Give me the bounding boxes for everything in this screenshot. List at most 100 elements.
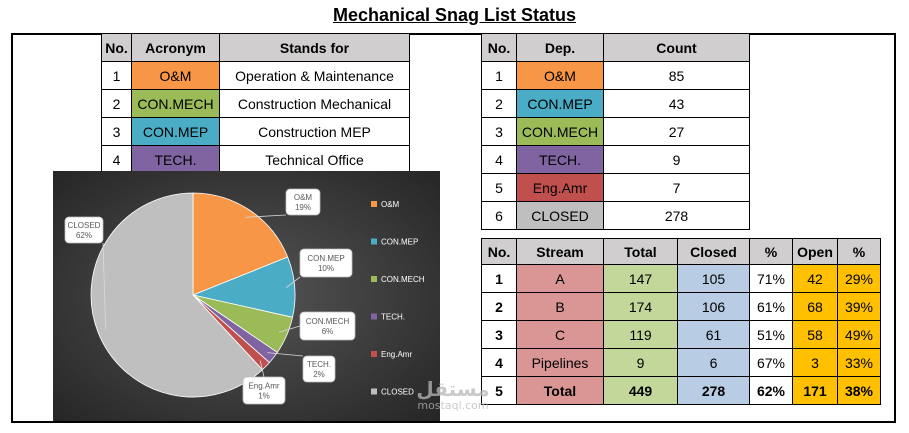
stream-cell: B xyxy=(516,292,604,321)
row-no: 4 xyxy=(481,348,517,377)
closed-cell: 105 xyxy=(677,264,750,293)
closed-cell: 6 xyxy=(677,348,750,377)
dep-cell: O&M xyxy=(516,61,604,90)
dep-cell: CON.MECH xyxy=(516,117,604,146)
page-title: Mechanical Snag List Status xyxy=(332,5,577,25)
legend-swatch xyxy=(371,276,377,282)
header-stands-for: Stands for xyxy=(219,33,410,62)
data-label: O&M19% xyxy=(285,188,321,216)
legend-swatch xyxy=(371,351,377,357)
header-dep: Dep. xyxy=(516,33,604,62)
table-row: 2 B 174 106 61% 68 39% xyxy=(481,292,881,321)
table-row: 1 O&M 85 xyxy=(481,61,750,90)
open-pct-cell: 38% xyxy=(837,376,881,405)
table-row: 4 TECH. 9 xyxy=(481,145,750,174)
stream-header-row: No. Stream Total Closed % Open % xyxy=(481,238,881,265)
legend-swatch xyxy=(371,201,377,207)
table-row: 1 A 147 105 71% 42 29% xyxy=(481,264,881,293)
open-pct-cell: 39% xyxy=(837,292,881,321)
row-no: 5 xyxy=(481,376,517,405)
pie-slice-closed xyxy=(90,192,263,398)
header-no: No. xyxy=(481,238,517,265)
watermark: مستقل mostaql.com xyxy=(398,378,508,412)
table-row: 1 O&M Operation & Maintenance xyxy=(101,61,410,90)
data-label: TECH.2% xyxy=(302,355,336,383)
open-cell: 3 xyxy=(792,348,838,377)
header-no: No. xyxy=(481,33,517,62)
row-no: 6 xyxy=(481,201,517,230)
data-label-percent: 10% xyxy=(318,264,334,273)
header-acronym: Acronym xyxy=(131,33,220,62)
leader-line xyxy=(102,242,107,330)
data-label-category: CLOSED xyxy=(68,221,101,230)
watermark-subtext: mostaql.com xyxy=(417,399,489,412)
header-stream: Stream xyxy=(516,238,604,265)
legend-label: CLOSED xyxy=(381,388,414,397)
stream-status-table: No. Stream Total Closed % Open % 1 A 147… xyxy=(481,238,881,405)
dep-cell: CON.MEP xyxy=(516,89,604,118)
acronym-table: No. Acronym Stands for 1 O&M Operation &… xyxy=(101,33,410,174)
legend-swatch xyxy=(371,313,377,320)
header-open-pct: % xyxy=(837,238,881,265)
leader-line xyxy=(245,214,287,218)
table-row: 2 CON.MEP 43 xyxy=(481,89,750,118)
count-cell: 85 xyxy=(603,61,750,90)
open-cell: 171 xyxy=(792,376,838,405)
table-row: 5 Eng.Amr 7 xyxy=(481,173,750,202)
open-pct-cell: 33% xyxy=(837,348,881,377)
table-row: 3 CON.MECH 27 xyxy=(481,117,750,146)
count-cell: 9 xyxy=(603,145,750,174)
department-count-table: No. Dep. Count 1 O&M 85 2 CON.MEP 43 3 C… xyxy=(481,33,750,230)
count-cell: 27 xyxy=(603,117,750,146)
row-no: 3 xyxy=(481,320,517,349)
watermark-text: مستقل xyxy=(416,377,490,401)
stands-for-cell: Construction Mechanical xyxy=(219,89,410,118)
legend-swatch xyxy=(371,238,377,245)
total-cell: 147 xyxy=(603,264,678,293)
dep-cell: CLOSED xyxy=(516,201,604,230)
data-label-percent: 1% xyxy=(258,392,270,401)
dep-cell: Eng.Amr xyxy=(516,173,604,202)
leader-line xyxy=(286,276,301,288)
acronym-cell: CON.MEP xyxy=(131,117,220,146)
open-pct-cell: 29% xyxy=(837,264,881,293)
legend-label: CON.MECH xyxy=(381,275,425,284)
header-count: Count xyxy=(603,33,750,62)
acronym-cell: CON.MECH xyxy=(131,89,220,118)
dep-cell: TECH. xyxy=(516,145,604,174)
header-closed: Closed xyxy=(677,238,750,265)
data-label-box xyxy=(285,188,321,216)
data-label-box xyxy=(242,376,286,405)
row-no: 1 xyxy=(481,61,517,90)
data-label-percent: 2% xyxy=(313,370,325,379)
legend-label: TECH. xyxy=(381,313,405,322)
closed-cell: 278 xyxy=(677,376,750,405)
stands-for-cell: Technical Office xyxy=(219,145,410,174)
table-row: 4 Pipelines 9 6 67% 3 33% xyxy=(481,348,881,377)
legend-label: Eng.Amr xyxy=(381,350,412,359)
data-label-category: TECH. xyxy=(307,360,331,369)
data-label-box xyxy=(64,216,104,244)
header-total: Total xyxy=(603,238,678,265)
leader-line xyxy=(259,360,265,378)
stands-for-cell: Operation & Maintenance xyxy=(219,61,410,90)
stream-cell: A xyxy=(516,264,604,293)
data-label-percent: 62% xyxy=(76,231,92,240)
data-label-category: CON.MECH xyxy=(306,317,350,326)
row-no: 5 xyxy=(481,173,517,202)
acronym-header-row: No. Acronym Stands for xyxy=(101,33,410,62)
total-row: 5 Total 449 278 62% 171 38% xyxy=(481,376,881,405)
data-label-percent: 19% xyxy=(295,203,311,212)
row-no: 4 xyxy=(101,145,132,174)
data-label-box xyxy=(299,248,353,278)
stream-cell: Pipelines xyxy=(516,348,604,377)
total-cell: 449 xyxy=(603,376,678,405)
open-cell: 68 xyxy=(792,292,838,321)
open-pct-cell: 49% xyxy=(837,320,881,349)
total-cell: 119 xyxy=(603,320,678,349)
total-cell: 9 xyxy=(603,348,678,377)
table-row: 4 TECH. Technical Office xyxy=(101,145,410,174)
